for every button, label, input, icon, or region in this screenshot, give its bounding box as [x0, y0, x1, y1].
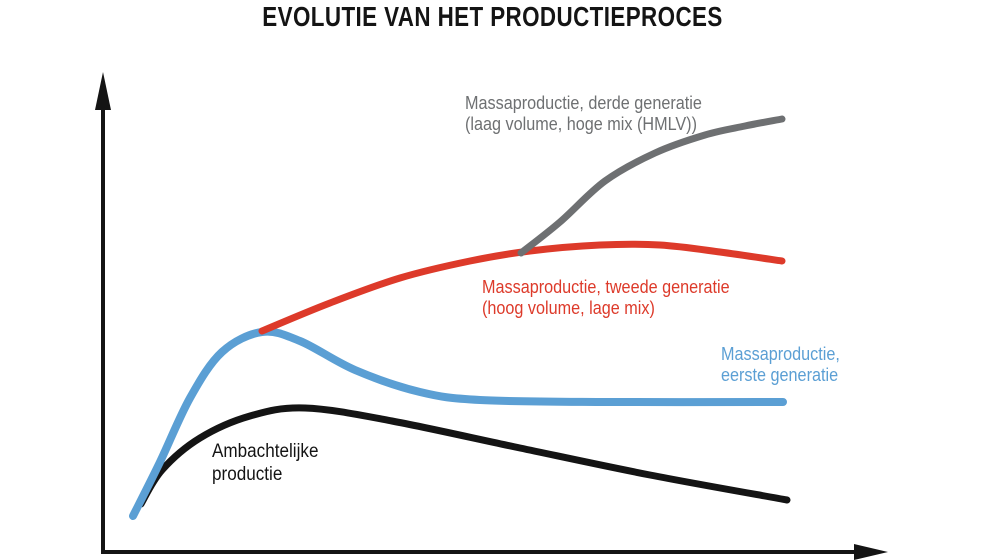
label-line: productie [212, 464, 283, 485]
curve-massaproductie-derde-generatie [517, 115, 786, 257]
x-axis-arrowhead-icon [854, 544, 888, 560]
label-massaproductie-tweede-generatie: Massaproductie, tweede generatie (hoog v… [482, 277, 730, 319]
label-ambachtelijke-productie: Ambachtelijke productie [212, 440, 318, 486]
label-line: Massaproductie, derde generatie [465, 93, 702, 113]
chart-title: EVOLUTIE VAN HET PRODUCTIEPROCES [262, 1, 723, 32]
label-line: (laag volume, hoge mix (HMLV)) [465, 114, 697, 134]
y-axis-arrowhead-icon [95, 72, 111, 110]
label-line: Massaproductie, tweede generatie [482, 277, 730, 297]
label-massaproductie-eerste-generatie: Massaproductie, eerste generatie [721, 344, 840, 386]
curve-ambachtelijke-productie [137, 404, 791, 508]
label-line: Massaproductie, [721, 344, 840, 364]
curve-massaproductie-tweede-generatie [258, 240, 786, 335]
curve-massaproductie-eerste-generatie [129, 327, 787, 520]
label-line: eerste generatie [721, 365, 839, 385]
label-line: (hoog volume, lage mix) [482, 298, 655, 318]
label-massaproductie-derde-generatie: Massaproductie, derde generatie (laag vo… [465, 93, 702, 135]
label-line: Ambachtelijke [212, 441, 319, 462]
